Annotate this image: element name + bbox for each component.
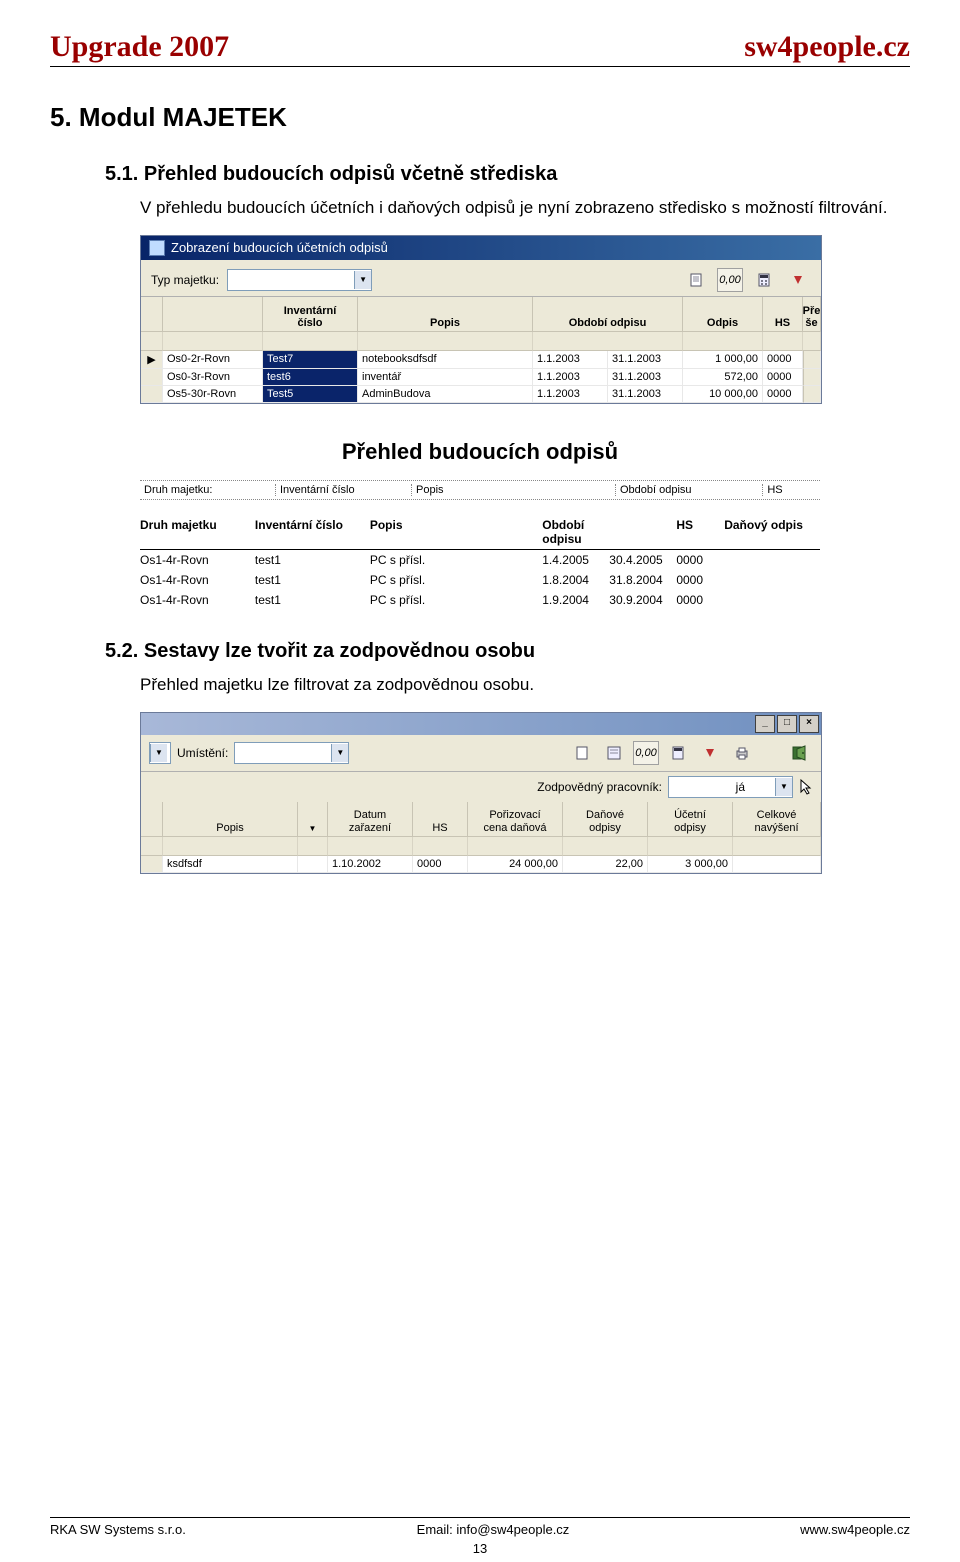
col-inv: Inventární číslo xyxy=(263,297,358,332)
toolbar: Typ majetku: ▼ 0,00 xyxy=(141,260,821,297)
calc-icon[interactable] xyxy=(751,268,777,292)
header-left: Upgrade 2007 xyxy=(50,30,229,64)
screenshot-2-window: _ □ × ▼ Umístění: ▼ 0,00 xyxy=(140,712,822,874)
filter-row-2 xyxy=(141,837,821,856)
calc-icon[interactable] xyxy=(665,741,691,765)
col-obdobi: Období odpisu xyxy=(533,297,683,332)
col-hs: HS xyxy=(763,297,803,332)
screenshot-1-window: Zobrazení budoucích účetních odpisů Typ … xyxy=(140,235,822,404)
report-row: Os1-4r-Rovntest1PC s přísl.1.8.200431.8.… xyxy=(140,570,820,590)
report-columns: Druh majetku Inventární číslo Popis Obdo… xyxy=(140,518,820,550)
document-icon[interactable] xyxy=(569,741,595,765)
close-button[interactable]: × xyxy=(799,715,819,733)
left-dropdown[interactable]: ▼ xyxy=(149,742,171,764)
col-odpis: Odpis xyxy=(683,297,763,332)
grid-header: Inventární číslo Popis Období odpisu Odp… xyxy=(141,297,821,332)
toolbar-2: ▼ Umístění: ▼ 0,00 xyxy=(141,735,821,772)
footer-mid: Email: info@sw4people.cz xyxy=(417,1522,570,1537)
table-row[interactable]: Os0-3r-Rovntest6inventář1.1.200331.1.200… xyxy=(141,369,821,386)
window-controls: _ □ × xyxy=(141,713,821,735)
subsection-1-text: V přehledu budoucích účetních i daňových… xyxy=(140,196,910,220)
table-row[interactable]: ksdfsdf 1.10.2002 0000 24 000,00 22,00 3… xyxy=(141,856,821,873)
report-block: Přehled budoucích odpisů Druh majetku: I… xyxy=(140,439,820,610)
footer-right: www.sw4people.cz xyxy=(800,1522,910,1537)
umisteni-label: Umístění: xyxy=(177,746,228,760)
arrow-down-red-icon[interactable] xyxy=(785,268,811,292)
form-icon[interactable] xyxy=(601,741,627,765)
maximize-button[interactable]: □ xyxy=(777,715,797,733)
zodp-row: Zodpovědný pracovník: já ▼ xyxy=(141,772,821,802)
chevron-down-icon[interactable]: ▼ xyxy=(354,271,371,289)
table-row[interactable]: ▶Os0-2r-RovnTest7notebooksdfsdf1.1.20033… xyxy=(141,351,821,369)
exit-icon[interactable] xyxy=(787,741,813,765)
zodp-dropdown[interactable]: já ▼ xyxy=(668,776,793,798)
subsection-1-title: 5.1. Přehled budoucích odpisů včetně stř… xyxy=(105,163,910,186)
footer-left: RKA SW Systems s.r.o. xyxy=(50,1522,186,1537)
document-icon[interactable] xyxy=(683,268,709,292)
window-titlebar: Zobrazení budoucích účetních odpisů xyxy=(141,236,821,260)
report-row: Os1-4r-Rovntest1PC s přísl.1.4.200530.4.… xyxy=(140,550,820,570)
calc-display: 0,00 xyxy=(633,741,659,765)
col-empty xyxy=(163,297,263,332)
minimize-button[interactable]: _ xyxy=(755,715,775,733)
report-title: Přehled budoucích odpisů xyxy=(140,439,820,465)
header-right: sw4people.cz xyxy=(744,30,910,64)
section-title: 5. Modul MAJETEK xyxy=(50,102,910,133)
filter-row xyxy=(141,332,821,351)
table-row[interactable]: Os5-30r-RovnTest5AdminBudova1.1.200331.1… xyxy=(141,386,821,403)
chevron-down-icon[interactable]: ▼ xyxy=(775,778,792,796)
report-filter-row: Druh majetku: Inventární číslo Popis Obd… xyxy=(140,480,820,500)
chevron-down-icon[interactable]: ▼ xyxy=(331,744,348,762)
subsection-2-title: 5.2. Sestavy lze tvořit za zodpovědnou o… xyxy=(105,640,910,663)
cursor-icon xyxy=(799,778,813,796)
page-footer: RKA SW Systems s.r.o. Email: info@sw4peo… xyxy=(50,1517,910,1537)
arrow-down-red-icon[interactable] xyxy=(697,741,723,765)
col-pre: Pře še xyxy=(803,297,821,332)
page-number: 13 xyxy=(0,1541,960,1556)
col-popis: Popis xyxy=(358,297,533,332)
grid-header-2: Popis ▼ Datum zařazení HS Pořizovací cen… xyxy=(141,802,821,837)
window-title: Zobrazení budoucích účetních odpisů xyxy=(171,240,388,255)
subsection-2-text: Přehled majetku lze filtrovat za zodpově… xyxy=(140,673,910,697)
window-icon xyxy=(149,240,165,256)
typ-dropdown[interactable]: ▼ xyxy=(227,269,372,291)
typ-label: Typ majetku: xyxy=(151,273,219,287)
report-row: Os1-4r-Rovntest1PC s přísl.1.9.200430.9.… xyxy=(140,590,820,610)
zodp-label: Zodpovědný pracovník: xyxy=(537,780,662,794)
calc-display: 0,00 xyxy=(717,268,743,292)
umisteni-dropdown[interactable]: ▼ xyxy=(234,742,349,764)
page-header: Upgrade 2007 sw4people.cz xyxy=(50,30,910,67)
chevron-down-icon[interactable]: ▼ xyxy=(150,744,167,762)
print-icon[interactable] xyxy=(729,741,755,765)
